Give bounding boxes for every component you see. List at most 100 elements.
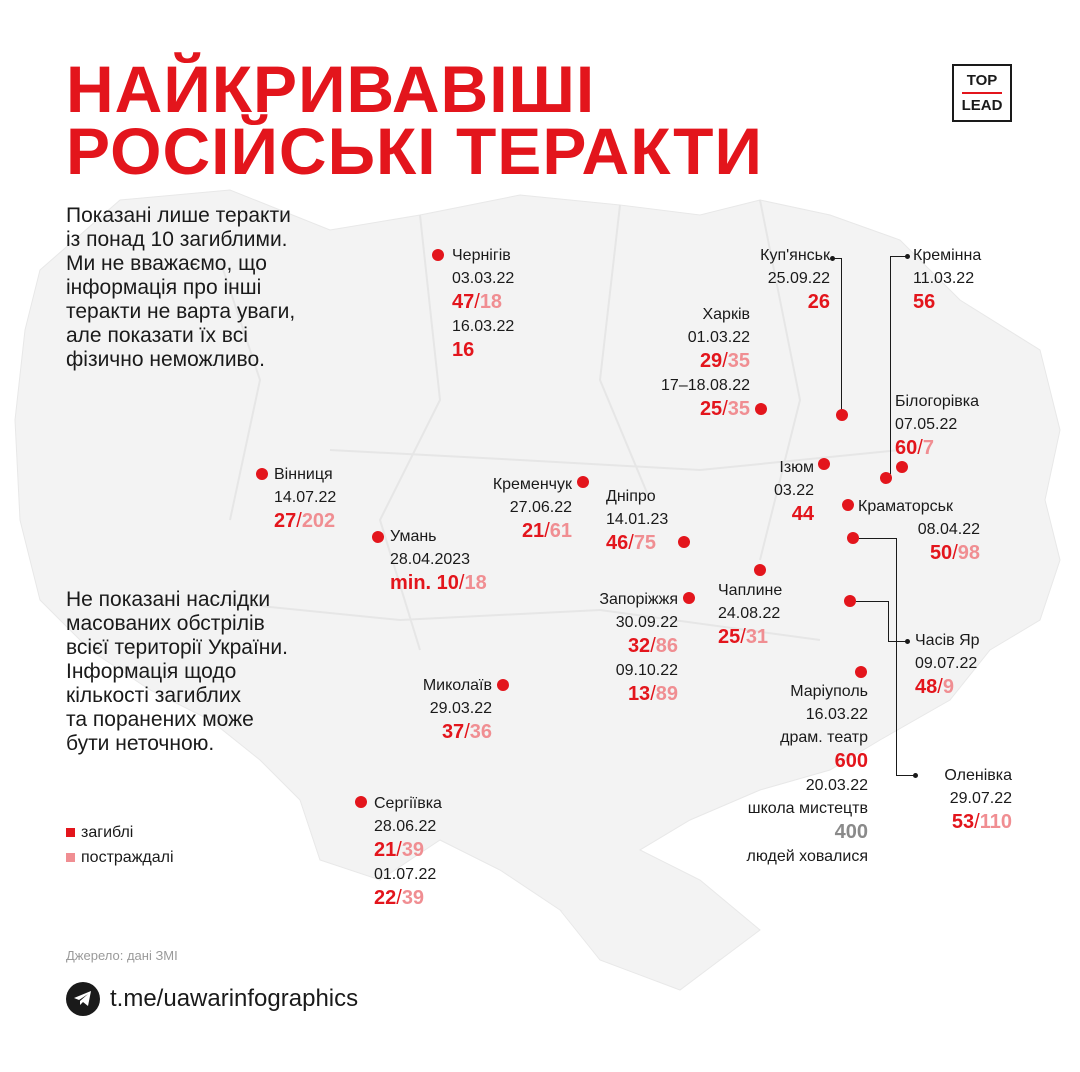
- legend: загиблі постраждалі: [66, 820, 174, 870]
- injured-count: 61: [549, 520, 572, 542]
- logo-bottom: LEAD: [961, 97, 1003, 114]
- note-line: та поранених може: [66, 708, 254, 731]
- casualties: 32/86: [560, 634, 678, 659]
- city-name: Оленівка: [944, 767, 1012, 784]
- event-date: 29.03.22: [429, 700, 492, 717]
- casualties: 600: [700, 749, 868, 774]
- title-line-1: НАЙКРИВАВІШІ: [66, 52, 596, 126]
- bilohorivka-marker: [896, 461, 908, 473]
- olenivka-pointer: [913, 773, 918, 778]
- killed-count: 27: [274, 510, 297, 532]
- killed-count: 53: [951, 811, 975, 833]
- killed-count: min. 10: [390, 572, 459, 594]
- sheltered: 400: [700, 820, 868, 845]
- event-place: драм. театр: [780, 729, 868, 746]
- legend-killed-swatch: [66, 828, 75, 837]
- logo-separator: [962, 92, 1002, 94]
- event-date: 16.03.22: [452, 318, 515, 335]
- intro-line: теракти не варта уваги,: [66, 300, 296, 323]
- event-bilohorivka: Білогорівка 07.05.22 60/7: [895, 390, 979, 461]
- toplead-logo: TOP LEAD: [952, 64, 1012, 122]
- kreminna-leader-h: [890, 256, 907, 257]
- event-date: 08.04.22: [917, 521, 980, 538]
- kharkiv-marker: [755, 403, 767, 415]
- event-chernihiv: Чернігів 03.03.22 47/18 16.03.22 16: [452, 244, 514, 363]
- event-izium: Ізюм 03.22 44: [740, 456, 814, 527]
- izium-marker: [818, 458, 830, 470]
- injured-count: 98: [957, 542, 980, 564]
- note-line: Не показані наслідки: [66, 588, 271, 611]
- slash: /: [396, 839, 402, 861]
- casualties: 21/39: [374, 838, 442, 863]
- event-date: 03.22: [773, 482, 814, 499]
- sheltered-note: людей ховалися: [746, 848, 868, 865]
- kramatorsk-leader-v: [896, 538, 897, 642]
- event-mariupol: Маріуполь 16.03.22 драм. театр 600 20.03…: [700, 680, 868, 868]
- injured-count: 18: [479, 291, 503, 313]
- casualties: 21/61: [460, 519, 572, 544]
- mariupol-marker: [855, 666, 867, 678]
- slash: /: [458, 572, 465, 594]
- killed-count: 60: [895, 437, 918, 459]
- casualties: 56: [913, 290, 981, 315]
- chasiv-yar-pointer: [905, 639, 910, 644]
- kupiansk-leader-v: [841, 258, 842, 410]
- telegram-link[interactable]: t.me/uawarinfographics: [66, 982, 358, 1016]
- event-chapline: Чаплине 24.08.22 25/31: [718, 579, 782, 650]
- event-date: 20.03.22: [805, 777, 868, 794]
- telegram-icon: [66, 982, 100, 1016]
- injured-count: 86: [655, 635, 678, 657]
- sheltered-count: 400: [834, 821, 868, 843]
- casualties: 53/110: [912, 810, 1012, 835]
- city-name: Маріуполь: [790, 683, 868, 700]
- city-name: Білогорівка: [895, 393, 980, 410]
- source-note: Джерело: дані ЗМІ: [66, 948, 178, 963]
- event-date: 24.08.22: [718, 605, 781, 622]
- city-name: Запоріжжя: [599, 591, 678, 608]
- event-date: 30.09.22: [615, 614, 678, 631]
- vinnytsia-marker: [256, 468, 268, 480]
- killed-count: 25: [699, 398, 723, 420]
- city-name: Краматорськ: [858, 498, 953, 515]
- slash: /: [974, 811, 980, 833]
- intro-text: Показані лише теракти із понад 10 загибл…: [66, 204, 366, 372]
- note-line: всієї території України.: [66, 636, 288, 659]
- chapline-marker: [754, 564, 766, 576]
- event-date: 11.03.22: [913, 270, 975, 287]
- killed-count: 47: [452, 291, 475, 313]
- slash: /: [396, 887, 402, 909]
- slash: /: [937, 676, 943, 698]
- casualties: 60/7: [895, 436, 979, 461]
- event-date: 27.06.22: [509, 499, 572, 516]
- event-date: 29.07.22: [949, 790, 1012, 807]
- killed-count: 13: [627, 683, 651, 705]
- killed-count: 32: [627, 635, 651, 657]
- event-date: 01.03.22: [687, 329, 750, 346]
- slash: /: [464, 721, 470, 743]
- telegram-link-text[interactable]: t.me/uawarinfographics: [110, 985, 359, 1012]
- slash: /: [544, 520, 550, 542]
- event-date: 09.07.22: [915, 655, 978, 672]
- killed-count: 37: [441, 721, 465, 743]
- killed-count: 600: [834, 750, 868, 772]
- event-date: 28.06.22: [374, 818, 437, 835]
- zaporizhzhia-marker: [683, 592, 695, 604]
- injured-count: 39: [401, 839, 425, 861]
- event-uman: Умань 28.04.2023 min. 10/18: [390, 525, 487, 596]
- killed-count: 50: [929, 542, 953, 564]
- killed-count: 26: [807, 291, 830, 313]
- injured-count: 75: [633, 532, 657, 554]
- event-zaporizhzhia: Запоріжжя 30.09.22 32/86 09.10.22 13/89: [560, 588, 678, 707]
- kupiansk-marker: [836, 409, 848, 421]
- serhiivka-marker: [355, 796, 367, 808]
- kramatorsk-leader-marker: [847, 532, 859, 544]
- event-dnipro: Дніпро 14.01.23 46/75: [606, 485, 668, 556]
- casualties: 26: [720, 290, 830, 315]
- note-line: масованих обстрілів: [66, 612, 265, 635]
- legend-injured: постраждалі: [66, 845, 174, 870]
- legend-injured-swatch: [66, 853, 75, 862]
- kramatorsk-marker: [842, 499, 854, 511]
- slash: /: [628, 532, 634, 554]
- casualties: 48/9: [915, 675, 980, 700]
